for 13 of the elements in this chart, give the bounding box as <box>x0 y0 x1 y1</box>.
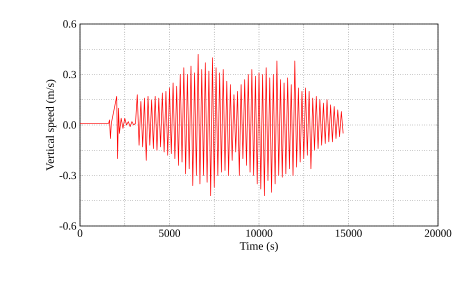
x-tick-label: 20000 <box>424 230 452 237</box>
x-tick-label: 0 <box>78 230 82 237</box>
line-series <box>80 54 344 196</box>
y-tick-label: -0.6 <box>60 222 76 230</box>
y-axis-title: Vertical speed (m/s) <box>46 80 56 171</box>
x-axis-title: Time (s) <box>240 242 278 252</box>
x-tick-label: 15000 <box>336 230 362 237</box>
x-tick-label: 5000 <box>159 230 180 237</box>
y-tick-label: -0.3 <box>60 172 76 180</box>
y-tick-label: 0.0 <box>63 121 76 129</box>
y-tick-label: 0.3 <box>63 70 76 78</box>
y-tick-label: 0.6 <box>63 20 76 28</box>
x-tick-label: 10000 <box>246 230 272 237</box>
